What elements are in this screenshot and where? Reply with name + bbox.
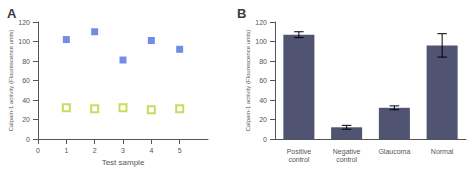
- svg-text:B: B: [237, 6, 246, 21]
- svg-text:Calpain-1 activity (Flourescen: Calpain-1 activity (Flourescence units): [8, 30, 14, 132]
- svg-text:3: 3: [121, 147, 125, 154]
- svg-text:120: 120: [255, 19, 267, 26]
- svg-text:100: 100: [18, 38, 30, 45]
- svg-text:20: 20: [22, 116, 30, 123]
- svg-text:60: 60: [22, 77, 30, 84]
- svg-text:Glaucoma: Glaucoma: [378, 148, 410, 155]
- svg-text:A: A: [7, 6, 17, 21]
- svg-text:60: 60: [259, 77, 267, 84]
- svg-text:0: 0: [36, 147, 40, 154]
- svg-text:120: 120: [18, 19, 30, 26]
- svg-text:Positive: Positive: [287, 148, 312, 155]
- svg-text:5: 5: [178, 147, 182, 154]
- svg-text:80: 80: [22, 58, 30, 65]
- svg-text:0: 0: [263, 136, 267, 143]
- svg-text:Negative: Negative: [333, 148, 361, 156]
- svg-text:2: 2: [93, 147, 97, 154]
- svg-text:0: 0: [26, 136, 30, 143]
- svg-text:control: control: [336, 156, 357, 163]
- svg-text:4: 4: [149, 147, 153, 154]
- svg-text:40: 40: [22, 97, 30, 104]
- svg-text:100: 100: [255, 38, 267, 45]
- svg-text:Normal: Normal: [431, 148, 454, 155]
- svg-text:80: 80: [259, 58, 267, 65]
- svg-text:1: 1: [64, 147, 68, 154]
- svg-text:Test sample: Test sample: [102, 158, 145, 167]
- svg-text:Calpain-1 activity (Flourescen: Calpain-1 activity (Flourescence units): [245, 30, 251, 132]
- svg-text:40: 40: [259, 97, 267, 104]
- svg-text:20: 20: [259, 116, 267, 123]
- svg-text:control: control: [288, 156, 309, 163]
